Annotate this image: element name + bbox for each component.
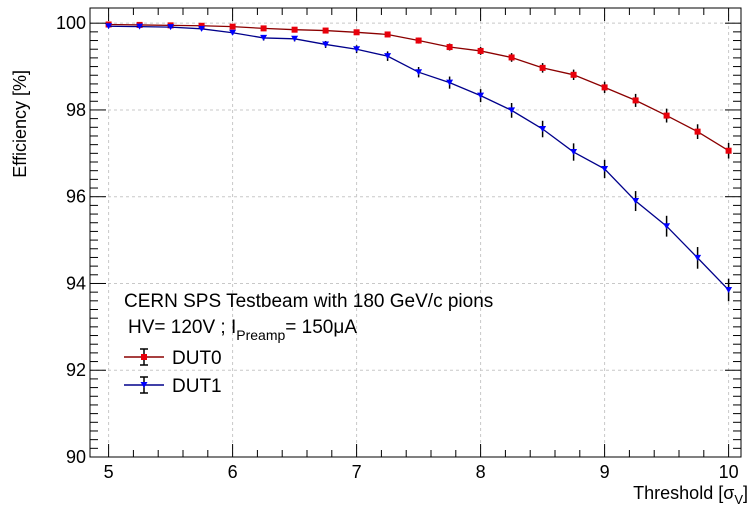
data-point-dut1 <box>384 53 392 60</box>
data-point-dut1 <box>198 25 206 32</box>
x-tick-label: 5 <box>104 462 114 482</box>
y-tick-label: 90 <box>66 447 86 467</box>
annotation-hv: HV= 120V ; IPreamp= 150μA <box>128 317 357 343</box>
legend: DUT0 DUT1 <box>124 348 222 397</box>
x-tick-label: 9 <box>600 462 610 482</box>
data-point-dut0 <box>353 29 360 36</box>
data-point-dut0 <box>694 128 701 135</box>
annotation-testbeam: CERN SPS Testbeam with 180 GeV/c pions <box>124 291 493 312</box>
data-point-dut0 <box>632 97 639 104</box>
plot-frame <box>89 7 742 458</box>
annotation-hv-sub: Preamp <box>236 327 285 343</box>
data-point-dut1 <box>477 92 485 99</box>
data-point-dut1 <box>663 223 671 230</box>
data-point-dut0 <box>229 23 236 30</box>
legend-entry-dut0: DUT0 <box>124 348 222 369</box>
data-point-dut1 <box>415 69 423 76</box>
data-point-dut1 <box>322 41 330 48</box>
annotation-hv-suffix: = 150μA <box>285 317 357 338</box>
series-layer <box>105 21 733 302</box>
y-tick-label: 92 <box>66 360 86 380</box>
x-axis-label: Threshold [σV] <box>633 483 748 507</box>
data-point-dut0 <box>477 47 484 54</box>
data-point-dut1 <box>260 34 268 41</box>
data-point-dut1 <box>601 165 609 172</box>
y-tick-label: 94 <box>66 273 86 293</box>
annotation-hv-prefix: HV= 120V ; I <box>128 317 236 338</box>
x-tick-label: 6 <box>228 462 238 482</box>
data-point-dut1 <box>353 46 361 53</box>
data-point-dut1 <box>291 35 299 42</box>
data-point-dut1 <box>694 254 702 261</box>
data-point-dut0 <box>663 112 670 119</box>
x-tick-label: 8 <box>476 462 486 482</box>
legend-label-dut1: DUT1 <box>172 376 222 397</box>
y-axis-label: Efficiency [%] <box>10 70 30 178</box>
data-point-dut0 <box>415 37 422 44</box>
data-point-dut0 <box>198 22 205 29</box>
data-point-dut1 <box>105 23 113 30</box>
series-dut0 <box>105 21 732 159</box>
data-point-dut1 <box>136 23 144 30</box>
x-axis-label-close: ] <box>743 483 748 503</box>
legend-label-dut0: DUT0 <box>172 348 222 369</box>
legend-marker-dut1 <box>140 382 148 388</box>
data-point-dut1 <box>229 29 237 36</box>
x-tick-label: 7 <box>352 462 362 482</box>
data-point-dut0 <box>446 44 453 51</box>
x-axis-label-main: Threshold [σ <box>633 483 734 503</box>
data-point-dut1 <box>508 107 516 114</box>
data-point-dut0 <box>291 26 298 33</box>
data-point-dut1 <box>632 198 640 205</box>
data-point-dut0 <box>601 84 608 91</box>
data-point-dut1 <box>446 79 454 86</box>
data-point-dut0 <box>539 64 546 71</box>
x-tick-label: 10 <box>719 462 739 482</box>
data-point-dut1 <box>167 24 175 31</box>
data-point-dut0 <box>570 71 577 78</box>
axis-ticks: 5 6 7 8 9 10 90 92 94 96 98 100 <box>56 8 741 482</box>
data-point-dut1 <box>570 149 578 156</box>
legend-marker-dut0 <box>141 354 147 360</box>
y-tick-label: 100 <box>56 13 86 33</box>
data-point-dut1 <box>539 126 547 133</box>
series-dut1 <box>105 23 733 302</box>
data-point-dut0 <box>260 25 267 32</box>
data-point-dut0 <box>322 27 329 34</box>
x-axis-label-sub: V <box>734 492 743 507</box>
data-point-dut0 <box>508 54 515 61</box>
y-tick-label: 98 <box>66 100 86 120</box>
data-point-dut0 <box>384 31 391 38</box>
y-tick-label: 96 <box>66 187 86 207</box>
data-point-dut0 <box>725 147 732 154</box>
legend-entry-dut1: DUT1 <box>124 376 222 397</box>
data-point-dut1 <box>725 286 733 293</box>
